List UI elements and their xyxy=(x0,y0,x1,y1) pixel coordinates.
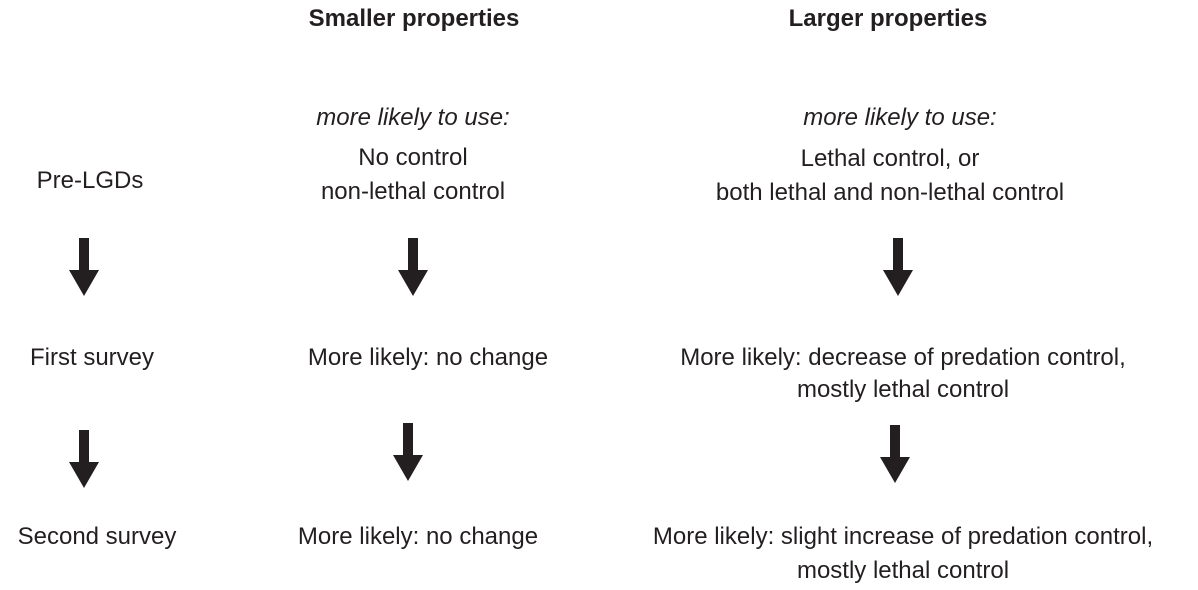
larger-second-line2: mostly lethal control xyxy=(796,557,1010,584)
down-arrow-icon xyxy=(883,238,913,296)
down-arrow-icon xyxy=(69,430,99,488)
smaller-likely-label: more likely to use: xyxy=(316,104,510,131)
smaller-pre-line2: non-lethal control xyxy=(320,178,506,205)
smaller-properties-header: Smaller properties xyxy=(308,5,520,32)
larger-first-line1: More likely: decrease of predation contr… xyxy=(680,344,1126,371)
larger-properties-header: Larger properties xyxy=(788,5,988,32)
larger-pre-line2: both lethal and non-lethal control xyxy=(715,179,1065,206)
smaller-second-survey: More likely: no change xyxy=(297,523,539,550)
larger-pre-line1: Lethal control, or xyxy=(800,145,980,172)
down-arrow-icon xyxy=(398,238,428,296)
smaller-pre-line1: No control xyxy=(358,144,468,171)
larger-first-line2: mostly lethal control xyxy=(796,376,1010,403)
smaller-first-survey: More likely: no change xyxy=(307,344,549,371)
larger-second-line1: More likely: slight increase of predatio… xyxy=(652,523,1154,550)
larger-likely-label: more likely to use: xyxy=(803,104,997,131)
stage-pre-lgds: Pre-LGDs xyxy=(36,167,144,194)
stage-first-survey: First survey xyxy=(29,344,155,371)
stage-second-survey: Second survey xyxy=(17,523,177,550)
down-arrow-icon xyxy=(69,238,99,296)
down-arrow-icon xyxy=(880,425,910,483)
down-arrow-icon xyxy=(393,423,423,481)
